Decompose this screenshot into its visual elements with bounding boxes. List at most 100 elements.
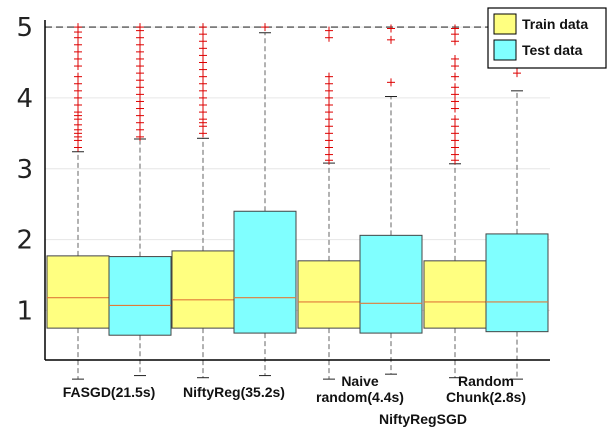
outlier-marker [136, 104, 144, 113]
outlier-marker [199, 37, 207, 46]
outlier-marker [136, 76, 144, 85]
box-body [108, 256, 172, 336]
outlier-marker [451, 37, 459, 46]
labels-layer: 1 2 3 4 5 FASGD(21.5s) NiftyReg(35.2s) Naiveran… [16, 13, 526, 427]
box-test-group-3 [485, 62, 549, 380]
outlier-marker [136, 90, 144, 99]
outlier-marker [199, 86, 207, 95]
legend-label-test: Test data [522, 42, 583, 58]
outlier-marker [199, 30, 207, 39]
outlier-marker [451, 72, 459, 81]
outlier-marker [74, 72, 82, 81]
outlier-marker [325, 26, 333, 35]
group-label: Chunk(2.8s) [446, 389, 526, 405]
outlier-marker [199, 58, 207, 67]
outlier-marker [74, 101, 82, 109]
outlier-marker [199, 51, 207, 60]
box-train-group-2 [297, 26, 361, 380]
outlier-marker [451, 83, 459, 92]
outlier-marker [74, 40, 82, 49]
group-label: NiftyReg(35.2s) [183, 384, 285, 400]
outlier-marker [136, 47, 144, 56]
outlier-marker [136, 33, 144, 42]
box-body [297, 260, 361, 329]
box-body [359, 234, 423, 334]
outlier-marker [74, 143, 82, 152]
outlier-marker [387, 78, 395, 87]
outlier-marker [325, 108, 333, 117]
outlier-marker [199, 44, 207, 53]
box-body [423, 260, 487, 329]
box-test-group-1 [233, 23, 297, 377]
box-test-group-2 [359, 24, 423, 375]
outlier-marker [74, 93, 82, 102]
outlier-marker [136, 83, 144, 92]
y-tick-label: 1 [16, 296, 33, 326]
outlier-marker [451, 90, 459, 99]
outlier-marker [136, 125, 144, 134]
outlier-marker [136, 40, 144, 49]
outlier-marker [136, 23, 144, 32]
outlier-marker [451, 143, 459, 152]
outlier-marker [199, 79, 207, 88]
outlier-marker [325, 122, 333, 131]
outlier-marker [136, 118, 144, 127]
outlier-marker [325, 129, 333, 138]
outlier-marker [199, 93, 207, 102]
outlier-marker [451, 122, 459, 131]
outlier-marker [199, 65, 207, 74]
group-caption: NiftyRegSGD [379, 411, 467, 427]
outlier-marker [74, 23, 82, 32]
outlier-marker [451, 24, 459, 33]
outlier-marker [136, 97, 144, 106]
legend-label-train: Train data [522, 16, 588, 32]
outlier-marker [199, 101, 207, 109]
outlier-marker [513, 69, 521, 78]
box-body [485, 233, 549, 333]
outlier-marker [199, 23, 207, 32]
outlier-marker [136, 62, 144, 71]
legend: Train data Test data [487, 7, 607, 69]
outlier-marker [325, 101, 333, 109]
outlier-marker [325, 143, 333, 152]
y-tick-label: 5 [16, 13, 33, 43]
outlier-marker [199, 115, 207, 124]
outlier-marker [74, 79, 82, 88]
outlier-marker [74, 54, 82, 63]
outlier-marker [325, 72, 333, 81]
outlier-marker [74, 86, 82, 95]
outlier-marker [451, 115, 459, 124]
outlier-marker [451, 150, 459, 159]
outlier-marker [325, 115, 333, 124]
outlier-marker [261, 23, 269, 32]
group-label: Naive [341, 373, 379, 389]
box-body [233, 210, 297, 334]
group-label: random(4.4s) [316, 389, 404, 405]
outlier-marker [325, 33, 333, 42]
outlier-marker [325, 79, 333, 88]
outlier-marker [136, 132, 144, 141]
outlier-marker [325, 136, 333, 145]
box-body [171, 250, 235, 329]
outlier-marker [136, 69, 144, 78]
legend-swatch-test [493, 39, 517, 61]
outlier-marker [387, 35, 395, 44]
outlier-marker [136, 111, 144, 120]
boxes-layer [46, 23, 549, 380]
y-tick-label: 3 [16, 155, 33, 185]
outlier-marker [199, 129, 207, 138]
box-train-group-3 [423, 24, 487, 379]
outlier-marker [136, 54, 144, 63]
y-tick-label: 2 [16, 226, 33, 256]
outlier-marker [451, 129, 459, 138]
box-body [46, 255, 110, 329]
outlier-marker [451, 54, 459, 63]
outlier-marker [74, 47, 82, 56]
box-train-group-1 [171, 23, 235, 379]
axes-layer [44, 20, 550, 361]
outlier-marker [387, 24, 395, 33]
group-label: FASGD(21.5s) [63, 384, 156, 400]
outlier-marker [451, 62, 459, 71]
outlier-marker [451, 136, 459, 145]
